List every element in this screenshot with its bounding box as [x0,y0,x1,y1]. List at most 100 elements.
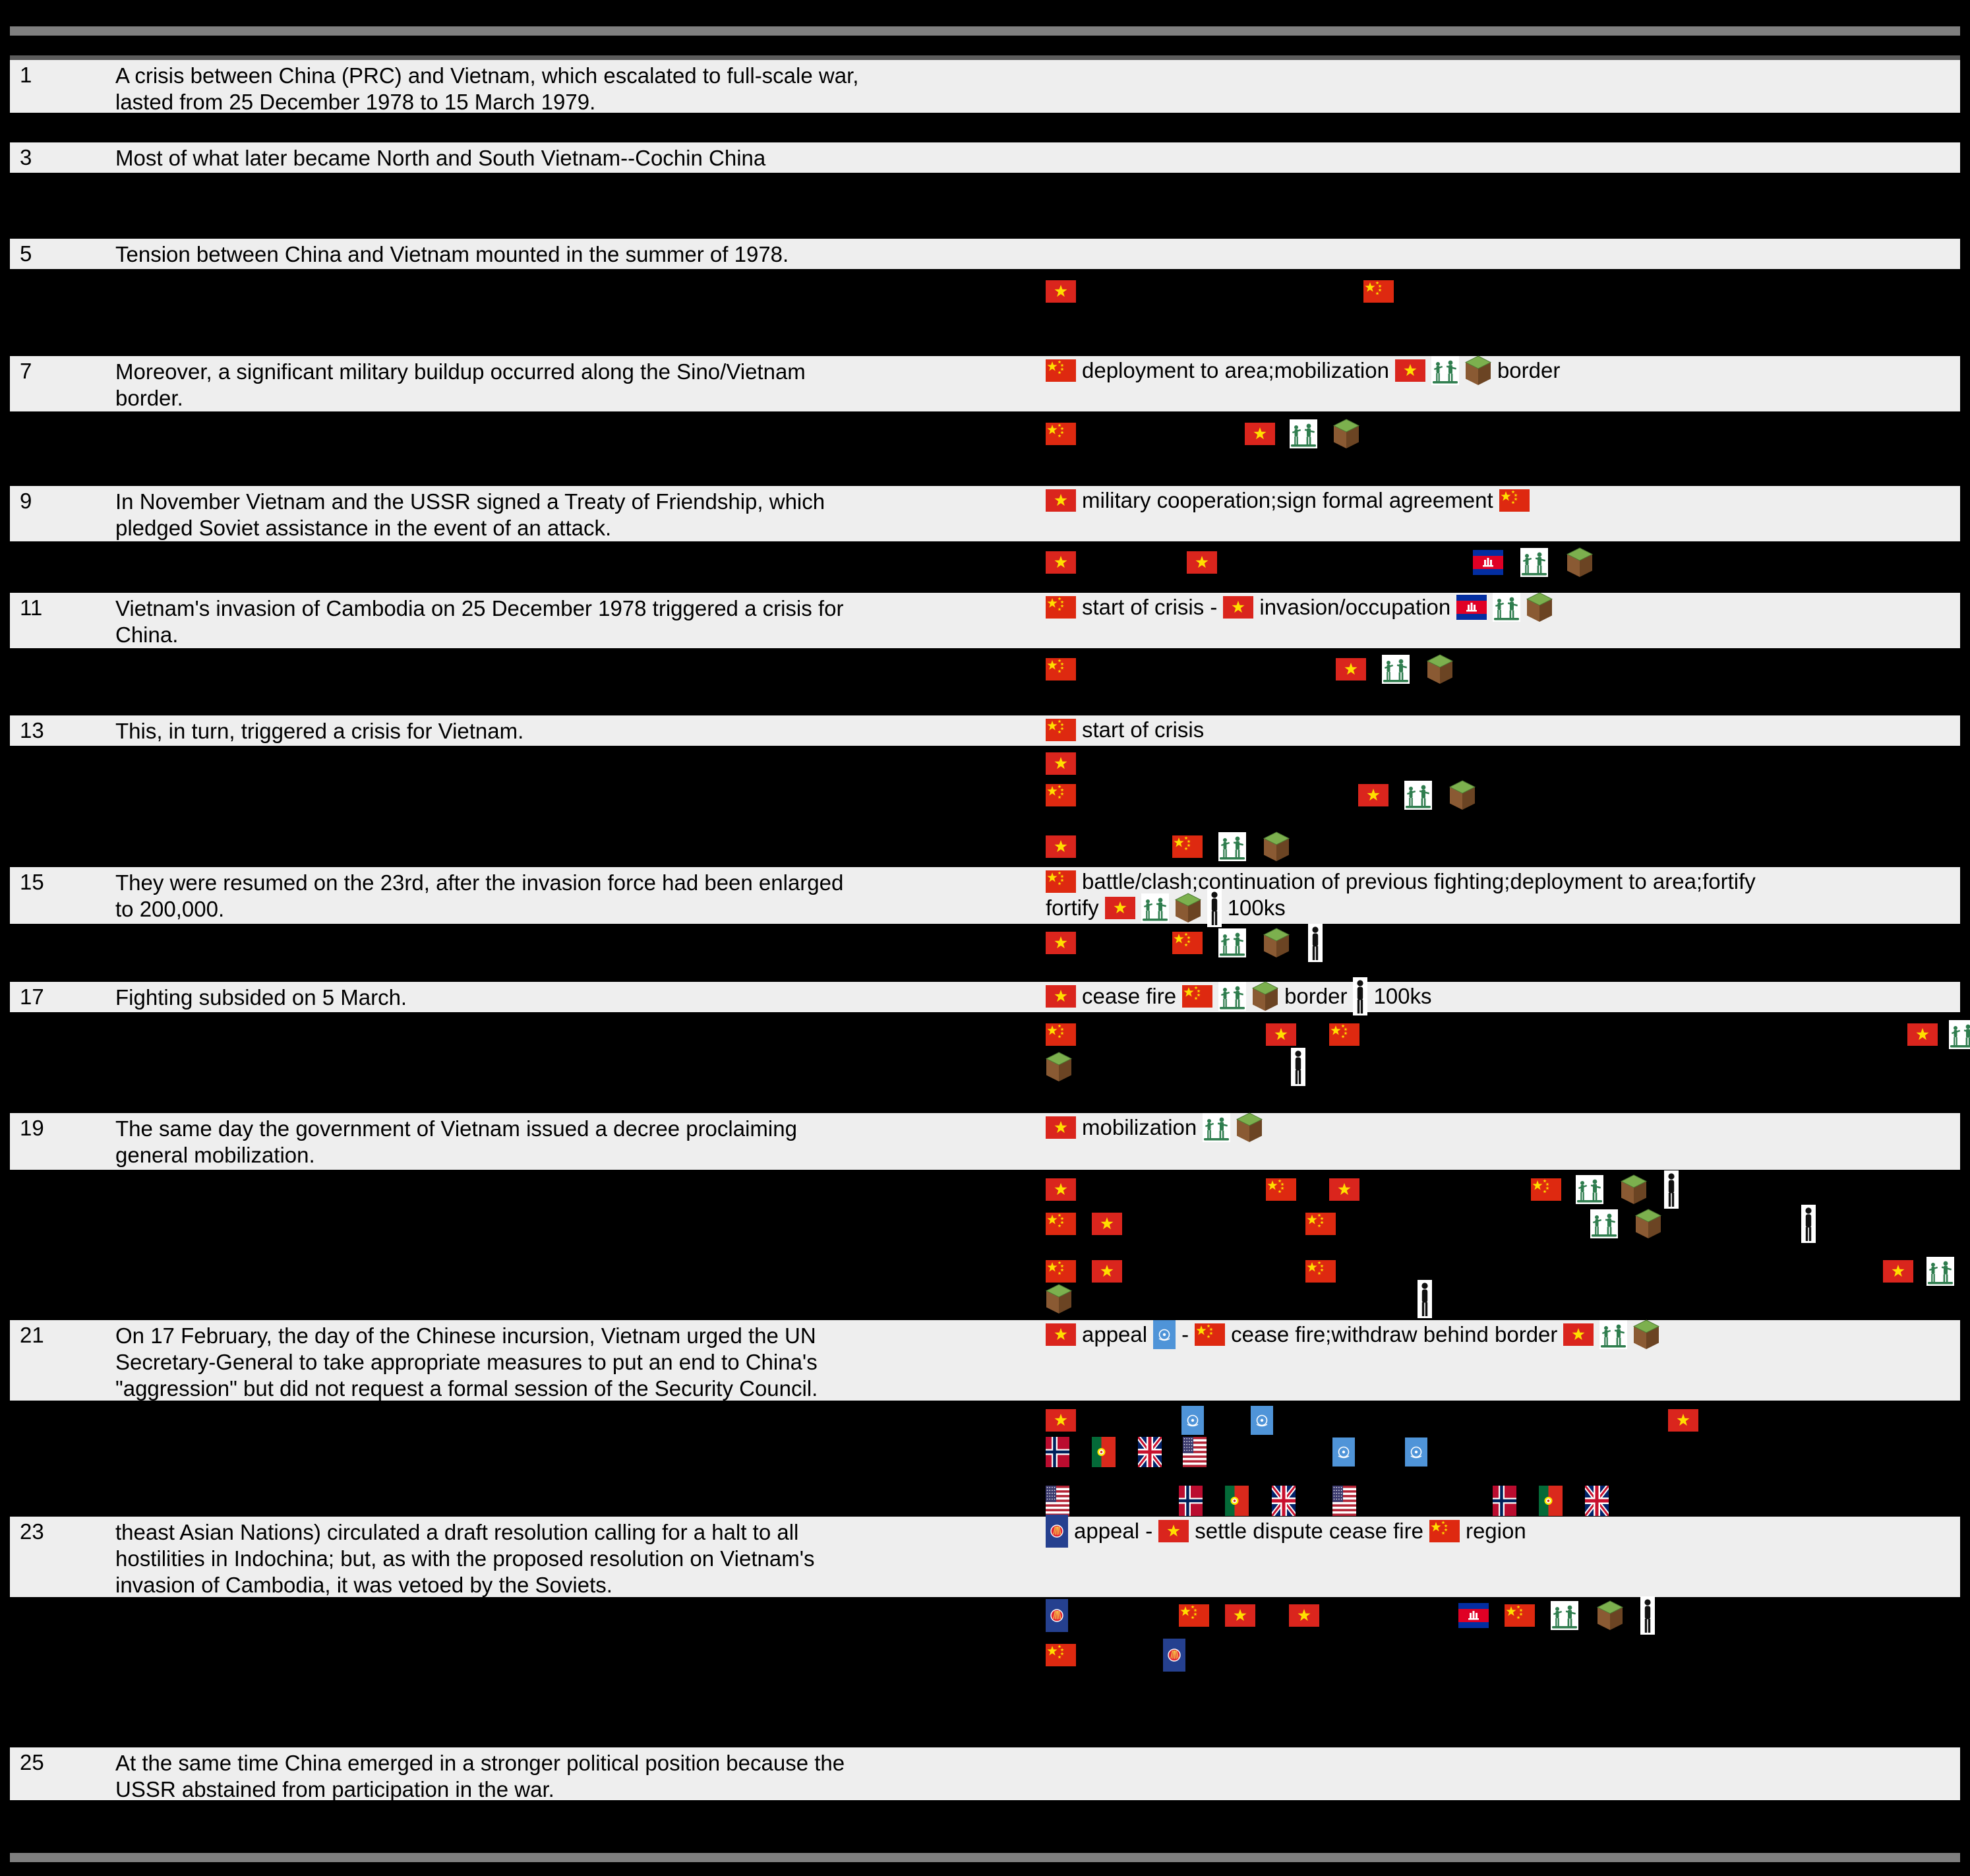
person-icon [1308,924,1323,962]
army-men-icon [1218,832,1246,861]
china-flag-icon [1172,835,1203,858]
army-men-icon [1599,1320,1628,1349]
row-annotation: battle/clash;continuation of previous fi… [1046,868,1756,927]
annotation-text: mobilization [1082,1115,1197,1139]
china-flag-icon [1179,1604,1209,1627]
grass-block-icon [1567,547,1593,578]
vietnam-flag-icon [1046,932,1076,954]
annotation-text: fortify [1046,895,1099,920]
annotation-text: start of crisis - [1082,595,1218,619]
vietnam-flag-icon [1046,551,1076,574]
china-flag-icon [1046,1023,1076,1046]
un-flag-icon [1181,1406,1204,1435]
annotation-text: 100ks [1373,984,1432,1008]
header-strip [10,55,1960,60]
row-sentence: The same day the government of Vietnam i… [115,1116,797,1167]
china-flag-icon [1305,1213,1336,1235]
cambodia-flag-icon [1456,595,1487,620]
norway-flag-icon [1179,1486,1203,1516]
portugal-flag-icon [1539,1486,1563,1516]
person-icon [1664,1170,1679,1209]
army-men-icon [1926,1257,1954,1286]
person-icon [1291,1048,1305,1086]
row-sentence: A crisis between China (PRC) and Vietnam… [115,63,859,114]
annotation-text: cease fire;withdraw behind border [1231,1322,1558,1346]
grass-block-icon [1464,355,1491,386]
row-number: 11 [20,595,43,620]
army-men-icon [1431,356,1459,385]
annotation-text: invasion/occupation [1259,595,1451,619]
vietnam-flag-icon [1092,1213,1122,1235]
vietnam-flag-icon [1046,1178,1076,1201]
norway-flag-icon [1493,1486,1516,1516]
china-flag-icon [1046,596,1076,619]
person-icon [1418,1280,1432,1318]
row-sentence: Most of what later became North and Sout… [115,146,766,170]
army-men-icon [1590,1209,1618,1238]
china-flag-icon [1305,1260,1336,1283]
grass-block-icon [1427,654,1453,684]
vietnam-flag-icon [1046,1409,1076,1432]
row-sentence: They were resumed on the 23rd, after the… [115,870,844,921]
vietnam-flag-icon [1329,1178,1359,1201]
grass-block-icon [1333,419,1359,449]
vietnam-flag-icon [1563,1323,1594,1346]
annotation-line: mobilization [1046,1112,1263,1142]
row-number: 15 [20,870,44,894]
bottom-divider-bar [10,1853,1960,1862]
annotation-text: settle dispute cease fire [1195,1519,1423,1543]
row-number: 7 [20,359,32,383]
annotation-line: appeal - settle dispute cease fire region [1046,1515,1526,1548]
china-flag-icon [1182,985,1213,1008]
china-flag-icon [1046,1260,1076,1283]
annotation-text: appeal - [1074,1519,1153,1543]
vietnam-flag-icon [1046,752,1076,775]
cambodia-flag-icon [1458,1603,1489,1628]
annotation-text: start of crisis [1082,717,1205,742]
china-flag-icon [1046,1213,1076,1235]
row-annotation: start of crisis [1046,717,1204,743]
row-number: 25 [20,1750,44,1774]
row-annotation: appeal - settle dispute cease fire region [1046,1515,1526,1548]
row-number: 23 [20,1519,44,1544]
grass-block-icon [1597,1600,1623,1631]
row-sentence: Tension between China and Vietnam mounte… [115,242,789,266]
vietnam-flag-icon [1336,658,1366,681]
vietnam-flag-icon [1289,1604,1319,1627]
grass-block-icon [1449,780,1476,810]
norway-flag-icon [1046,1437,1069,1467]
uk-flag-icon [1272,1486,1296,1516]
china-flag-icon [1172,932,1203,954]
person-icon [1207,889,1222,927]
grass-block-icon [1263,832,1290,862]
annotation-text: 100ks [1227,895,1286,920]
event-row-band: 23 theast Asian Nations) circulated a dra… [10,1515,1960,1597]
army-men-icon [1576,1175,1603,1204]
grass-block-icon [1263,928,1290,958]
grass-block-icon [1526,592,1553,622]
un-flag-icon [1251,1406,1273,1435]
annotation-text: border [1284,984,1348,1008]
event-row-band: 25 At the same time China emerged in a st… [10,1747,1960,1801]
grass-block-icon [1633,1319,1660,1350]
army-men-icon [1218,928,1246,957]
china-flag-icon [1046,784,1076,806]
row-sentence: This, in turn, triggered a crisis for Vi… [115,719,524,743]
row-annotation: deployment to area;mobilization border [1046,355,1560,386]
person-icon [1353,977,1368,1015]
china-flag-icon [1046,719,1076,741]
vietnam-flag-icon [1092,1260,1122,1283]
event-row-band: 7 Moreover, a significant military buildu… [10,355,1960,411]
china-flag-icon [1363,280,1394,303]
army-men-icon [1551,1601,1578,1630]
army-men-icon [1290,419,1317,448]
annotation-text: battle/clash;continuation of previous fi… [1082,869,1756,893]
usa-flag-icon [1046,1486,1069,1516]
row-number: 13 [20,718,44,742]
event-row-band: 13 This, in turn, triggered a crisis for … [10,715,1960,746]
annotation-line: fortify 100ks [1046,889,1756,927]
row-sentence: In November Vietnam and the USSR signed … [115,489,825,540]
vietnam-flag-icon [1223,596,1254,619]
china-flag-icon [1046,1644,1076,1666]
vietnam-flag-icon [1245,423,1275,445]
